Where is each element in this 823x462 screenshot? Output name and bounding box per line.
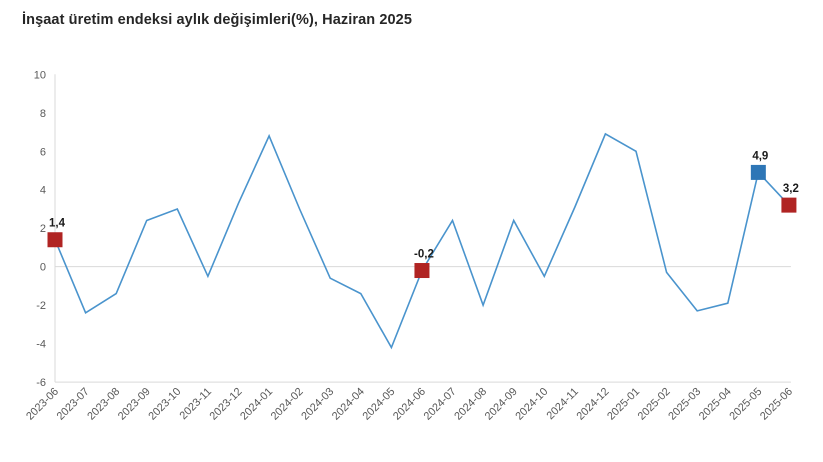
y-tick-label: 2 <box>40 223 46 235</box>
x-tick-label: 2024-07 <box>422 386 459 423</box>
x-tick-label: 2023-07 <box>55 386 92 423</box>
x-tick-label: 2024-11 <box>545 386 581 422</box>
y-tick-label: 0 <box>40 262 46 274</box>
data-point-marker <box>414 263 430 279</box>
x-tick-label: 2024-09 <box>483 386 520 423</box>
data-point-label: 4,9 <box>752 150 768 162</box>
x-tick-label: 2025-05 <box>727 386 764 423</box>
chart-title: İnşaat üretim endeksi aylık değişimleri(… <box>22 12 413 28</box>
x-tick-label: 2024-01 <box>238 386 275 423</box>
x-tick-label: 2023-10 <box>146 386 183 423</box>
y-tick-label: -4 <box>36 339 46 351</box>
x-tick-label: 2025-06 <box>758 386 795 423</box>
x-tick-label: 2024-08 <box>452 386 489 423</box>
x-tick-label: 2024-04 <box>330 386 367 423</box>
data-point-label: -0,2 <box>414 249 434 261</box>
x-tick-label: 2025-03 <box>666 386 703 423</box>
y-tick-label: 10 <box>34 69 46 81</box>
x-tick-label: 2025-02 <box>636 386 673 423</box>
data-line <box>54 132 790 350</box>
y-tick-label: 8 <box>40 108 46 120</box>
x-tick-label: 2023-09 <box>116 386 153 423</box>
x-tick-label: 2024-05 <box>360 386 397 423</box>
x-tick-label: 2023-12 <box>208 386 245 423</box>
x-tick-label: 2025-04 <box>697 386 734 423</box>
x-tick-label: 2024-02 <box>269 386 306 423</box>
y-tick-label: 4 <box>40 185 46 197</box>
y-tick-label: -6 <box>36 377 46 389</box>
x-tick-label: 2023-11 <box>178 386 214 422</box>
x-tick-label: 2024-10 <box>513 386 550 423</box>
data-point-marker <box>750 164 766 180</box>
x-tick-label: 2024-06 <box>391 386 428 423</box>
data-point-marker <box>781 197 797 213</box>
x-tick-label: 2024-12 <box>575 386 612 423</box>
data-point-marker <box>47 232 63 248</box>
x-tick-label: 2025-01 <box>605 386 642 423</box>
y-tick-label: -2 <box>36 300 46 312</box>
data-point-label: 3,2 <box>783 183 799 195</box>
y-tick-label: 6 <box>40 146 46 158</box>
x-tick-label: 2024-03 <box>299 386 336 423</box>
x-tick-label: 2023-08 <box>85 386 122 423</box>
data-point-label: 1,4 <box>49 218 66 230</box>
x-tick-label: 2023-06 <box>24 386 61 423</box>
